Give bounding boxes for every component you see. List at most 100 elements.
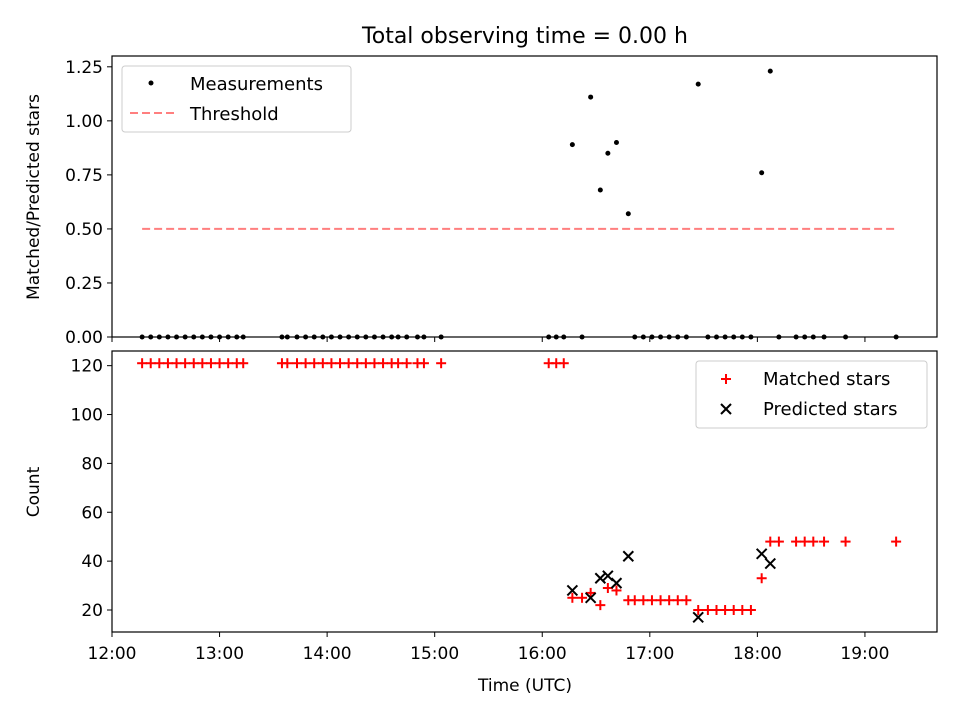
predicted-star-point (755, 548, 768, 560)
measurement-point (613, 139, 619, 145)
measurement-point (311, 334, 317, 340)
bottom-y-axis-label: Count (24, 466, 44, 517)
measurement-point (546, 334, 552, 340)
matched-star-point (773, 536, 784, 547)
matched-star-point (171, 358, 182, 369)
measurement-point (156, 334, 162, 340)
top-legend: Measurements Threshold (121, 65, 352, 133)
measurement-point (225, 334, 231, 340)
matched-star-point (223, 358, 234, 369)
legend-threshold-label: Threshold (189, 104, 279, 125)
measurement-point (625, 211, 631, 217)
measurement-point (199, 334, 205, 340)
top-y-axis-label: Matched/Predicted stars (24, 94, 44, 300)
bottom-panel: 20 40 60 80 100 120 12:00 13:00 14:00 15:00 16:00… (24, 350, 938, 696)
predicted-stars-points (566, 548, 776, 624)
measurement-point (234, 334, 240, 340)
legend-measurement-marker (148, 80, 154, 86)
measurement-point (404, 334, 410, 340)
measurement-point (371, 334, 377, 340)
matched-star-point (369, 358, 380, 369)
matched-star-point (214, 358, 225, 369)
top-panel: 0.00 0.25 0.50 0.75 1.00 1.25 Matched/Predict… (24, 55, 938, 348)
predicted-star-point (764, 557, 776, 570)
matched-star-point (602, 583, 613, 594)
matched-star-point (292, 358, 303, 369)
matched-star-point (558, 358, 569, 369)
matched-star-point (765, 536, 776, 547)
matched-star-point (791, 536, 802, 547)
measurement-point (649, 334, 655, 340)
matched-star-point (418, 358, 429, 369)
bottom-y-tick-label: 100 (71, 406, 103, 426)
legend-predicted-marker (720, 403, 732, 415)
measurement-point (174, 334, 180, 340)
matched-star-point (343, 358, 354, 369)
matched-star-point (799, 536, 810, 547)
matched-star-point (145, 358, 156, 369)
top-y-tick-label: 0.00 (65, 328, 103, 348)
matched-star-point (137, 358, 148, 369)
figure-title: Total observing time = 0.00 h (361, 24, 688, 49)
predicted-star-point (692, 611, 704, 624)
matched-star-point (672, 595, 683, 606)
matched-star-point (393, 358, 404, 369)
matched-star-point (595, 600, 606, 611)
matched-star-point (401, 358, 412, 369)
bottom-y-tick-label: 20 (81, 601, 103, 621)
matched-star-point (180, 358, 191, 369)
measurement-point (240, 334, 246, 340)
measurement-point (588, 94, 594, 100)
bottom-x-tick-label: 15:00 (410, 644, 459, 664)
measurement-point (569, 142, 575, 148)
matched-star-point (282, 358, 293, 369)
measurement-point (561, 334, 567, 340)
matched-star-point (728, 605, 739, 616)
measurement-point (294, 334, 300, 340)
matched-star-point (808, 536, 819, 547)
bottom-y-tick-label: 40 (81, 552, 103, 572)
measurement-point (438, 334, 444, 340)
matched-star-point (891, 536, 902, 547)
measurement-point (658, 334, 664, 340)
measurement-point (320, 334, 326, 340)
matched-star-point (360, 358, 371, 369)
measurement-point (139, 334, 145, 340)
measurement-point (666, 334, 672, 340)
bottom-x-tick-label: 18:00 (733, 644, 782, 664)
measurement-point (208, 334, 214, 340)
measurement-point (421, 334, 427, 340)
measurement-point (705, 334, 711, 340)
matched-star-point (238, 358, 249, 369)
matched-star-point (638, 595, 649, 606)
measurement-point (748, 334, 754, 340)
measurement-point (793, 334, 799, 340)
measurement-point (191, 334, 197, 340)
measurement-point (363, 334, 369, 340)
measurement-point (284, 334, 290, 340)
measurement-points (139, 68, 899, 340)
bottom-y-tick-label: 60 (81, 503, 103, 523)
top-y-tick-label: 0.50 (65, 220, 103, 240)
matched-star-point (162, 358, 173, 369)
matched-star-point (720, 605, 731, 616)
measurement-point (810, 334, 816, 340)
bottom-x-tick-label: 19:00 (840, 644, 889, 664)
measurement-point (165, 334, 171, 340)
matched-star-point (737, 605, 748, 616)
matched-star-point (711, 605, 722, 616)
measurement-point (337, 334, 343, 340)
measurement-point (597, 187, 603, 193)
measurement-point (843, 334, 849, 340)
predicted-star-point (566, 584, 579, 597)
matched-star-point (840, 536, 851, 547)
matched-star-point (664, 595, 675, 606)
top-y-tick-label: 0.25 (65, 274, 103, 294)
predicted-star-point (584, 592, 597, 604)
measurement-point (346, 334, 352, 340)
matched-star-point (577, 592, 588, 603)
predicted-star-point (594, 572, 607, 584)
legend-matched-label: Matched stars (763, 369, 890, 390)
legend-matched-marker (721, 374, 731, 384)
legend-matched-plus (721, 374, 731, 384)
